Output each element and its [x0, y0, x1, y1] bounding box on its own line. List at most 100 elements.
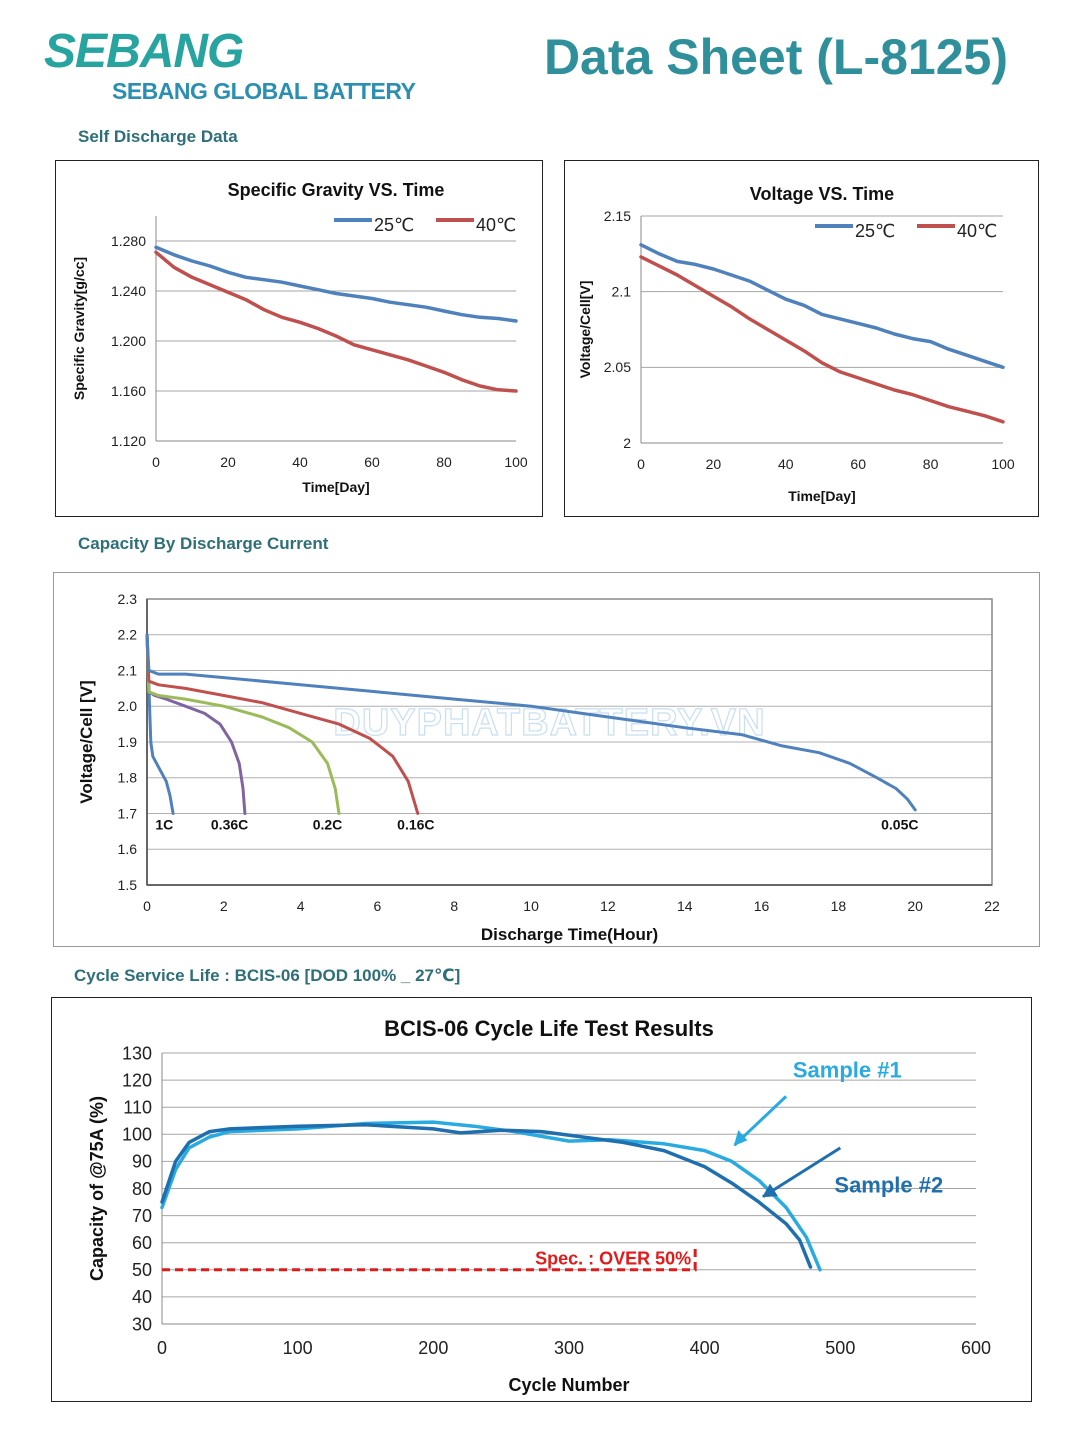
x-tick-label: 40: [292, 454, 308, 470]
x-tick-label: 22: [984, 898, 1000, 914]
x-tick-label: 12: [600, 898, 616, 914]
chart-title: Specific Gravity VS. Time: [228, 180, 445, 200]
x-axis-label: Discharge Time(Hour): [481, 925, 658, 944]
x-tick-label: 80: [436, 454, 452, 470]
y-tick-label: 110: [123, 1098, 152, 1118]
y-tick-label: 2.0: [118, 698, 138, 714]
section-title-self-discharge: Self Discharge Data: [78, 127, 238, 146]
legend-label: 25℃: [374, 215, 414, 235]
y-tick-label: 1.120: [111, 433, 146, 449]
x-tick-label: 200: [418, 1338, 448, 1358]
x-tick-label: 18: [831, 898, 847, 914]
y-axis-label: Capacity of @75A (%): [87, 1096, 107, 1281]
x-axis-label: Time[Day]: [302, 479, 369, 495]
y-tick-label: 2.2: [118, 627, 138, 643]
y-tick-label: 2.15: [604, 208, 631, 224]
x-tick-label: 60: [850, 456, 866, 472]
y-tick-label: 60: [132, 1233, 152, 1253]
y-tick-label: 1.9: [118, 734, 138, 750]
x-tick-label: 60: [364, 454, 380, 470]
y-tick-label: 1.7: [118, 805, 138, 821]
section-title-capacity: Capacity By Discharge Current: [78, 534, 329, 553]
x-tick-label: 20: [220, 454, 236, 470]
chart-specific-gravity: 1.120 1.160 1.200 1.240 1.280 0 20 40 60 80 100 Spe…: [71, 180, 528, 495]
series-end-label: 0.16C: [397, 817, 434, 833]
x-tick-label: 80: [923, 456, 939, 472]
y-axis-label: Voltage/Cell [V]: [77, 680, 96, 803]
chart-voltage-time: 2 2.05 2.1 2.15 0 20 40 60 80 100 Voltage VS. Time…: [577, 184, 1015, 504]
legend-label: 25℃: [855, 221, 895, 241]
callout-arrowhead-sample-2: [762, 1183, 778, 1198]
x-tick-label: 100: [991, 456, 1015, 472]
y-axis-label: Specific Gravity[g/cc]: [71, 257, 87, 400]
series-end-label: 0.05C: [881, 817, 918, 833]
x-tick-label: 500: [825, 1338, 855, 1358]
y-tick-label: 1.5: [118, 877, 138, 893]
chart-panel-specific-gravity: 1.120 1.160 1.200 1.240 1.280 0 20 40 60 80 100 Spe…: [55, 160, 543, 517]
y-tick-label: 1.6: [118, 841, 138, 857]
x-axis-label: Cycle Number: [508, 1375, 629, 1395]
x-tick-label: 10: [523, 898, 539, 914]
series-line-0-16c: [145, 633, 420, 815]
y-tick-label: 1.240: [111, 283, 146, 299]
x-tick-label: 14: [677, 898, 693, 914]
section-title-cycle-life: Cycle Service Life : BCIS-06 [DOD 100% _…: [74, 966, 461, 985]
chart-discharge-capacity: 1.5 1.6 1.7 1.8 1.9 2.0 2.1 2.2 2.3 0 2 4 6 8 10 12 14 16…: [77, 591, 1000, 944]
x-tick-label: 20: [907, 898, 923, 914]
series-line-25-: [639, 243, 1005, 370]
x-tick-label: 0: [637, 456, 645, 472]
y-tick-label: 130: [122, 1043, 152, 1063]
series-line-sample-2: [160, 1123, 813, 1269]
chart-title: Voltage VS. Time: [750, 184, 894, 204]
series-line-40-: [639, 255, 1005, 424]
legend-label: 40℃: [957, 221, 997, 241]
y-tick-label: 2.05: [604, 359, 631, 375]
brand-logo: SEBANG SEBANG GLOBAL BATTERY: [44, 24, 416, 104]
x-tick-label: 0: [143, 898, 151, 914]
spec-annotation-label: Spec. : OVER 50%: [535, 1248, 691, 1268]
chart-title: BCIS-06 Cycle Life Test Results: [384, 1016, 714, 1041]
x-tick-label: 600: [961, 1338, 991, 1358]
series-line-25-: [154, 245, 518, 323]
y-tick-label: 90: [132, 1152, 152, 1172]
series-line-0-05c: [145, 633, 917, 812]
y-tick-label: 1.8: [118, 770, 138, 786]
x-tick-label: 6: [374, 898, 382, 914]
x-tick-label: 300: [554, 1338, 584, 1358]
logo-subtitle: SEBANG GLOBAL BATTERY: [112, 78, 416, 104]
x-tick-label: 100: [504, 454, 528, 470]
callout-sample-2: Sample #2: [834, 1172, 943, 1197]
x-tick-label: 4: [297, 898, 305, 914]
y-axis-label: Voltage/Cell[V]: [577, 281, 593, 379]
series-end-label: 0.2C: [313, 817, 343, 833]
x-tick-label: 0: [152, 454, 160, 470]
callout-sample-1: Sample #1: [793, 1057, 902, 1082]
chart-panel-discharge-capacity: 1.5 1.6 1.7 1.8 1.9 2.0 2.1 2.2 2.3 0 2 4 6 8 10 12 14 16…: [53, 572, 1040, 947]
y-tick-label: 1.160: [111, 383, 146, 399]
y-tick-label: 120: [122, 1070, 152, 1090]
series-line-sample-1: [160, 1120, 822, 1272]
y-tick-label: 40: [132, 1287, 152, 1307]
y-tick-label: 2.1: [612, 284, 632, 300]
series-line-0-2c: [145, 633, 341, 815]
callout-arrow-sample-2: [762, 1146, 842, 1198]
chart-panel-cycle-life: 30 40 50 60 70 80 90 100 110 120 130 0 100 200 300 400 5…: [51, 997, 1032, 1402]
y-tick-label: 1.200: [111, 333, 146, 349]
y-tick-label: 70: [132, 1206, 152, 1226]
spec-threshold-line: [162, 1245, 697, 1272]
x-tick-label: 0: [157, 1338, 167, 1358]
chart-panel-voltage-time: 2 2.05 2.1 2.15 0 20 40 60 80 100 Voltage VS. Time…: [564, 160, 1039, 517]
x-tick-label: 16: [754, 898, 770, 914]
x-tick-label: 400: [690, 1338, 720, 1358]
y-tick-label: 1.280: [111, 233, 146, 249]
series-line-40-: [154, 250, 518, 393]
callout-arrowhead-sample-1: [733, 1130, 748, 1147]
x-tick-label: 2: [220, 898, 228, 914]
x-tick-label: 100: [283, 1338, 313, 1358]
series-line-0-36c: [145, 633, 247, 815]
x-axis-label: Time[Day]: [788, 488, 855, 504]
legend-label: 40℃: [476, 215, 516, 235]
y-tick-label: 2.3: [118, 591, 138, 607]
y-tick-label: 2: [623, 435, 631, 451]
y-tick-label: 2.1: [118, 662, 138, 678]
